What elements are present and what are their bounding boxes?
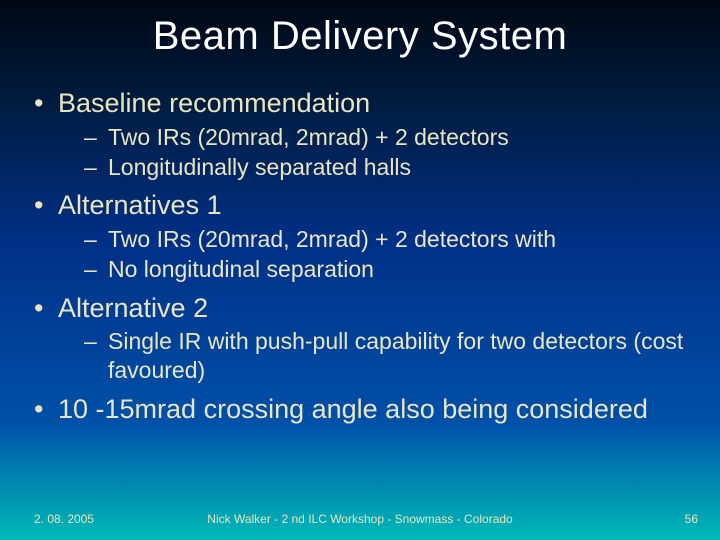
sub-list: Two IRs (20mrad, 2mrad) + 2 detectors Lo… xyxy=(58,123,690,182)
bullet-item: 10 -15mrad crossing angle also being con… xyxy=(30,393,690,427)
bullet-list: Baseline recommendation Two IRs (20mrad,… xyxy=(30,87,690,427)
bullet-text: Alternative 2 xyxy=(58,293,208,323)
slide-title: Beam Delivery System xyxy=(0,0,720,59)
bullet-text: Baseline recommendation xyxy=(58,88,370,118)
bullet-text: 10 -15mrad crossing angle also being con… xyxy=(58,394,648,424)
bullet-text: Alternatives 1 xyxy=(58,190,222,220)
footer-page-number: 56 xyxy=(685,512,698,526)
sub-list: Two IRs (20mrad, 2mrad) + 2 detectors wi… xyxy=(58,225,690,284)
bullet-item: Baseline recommendation Two IRs (20mrad,… xyxy=(30,87,690,181)
slide: Beam Delivery System Baseline recommenda… xyxy=(0,0,720,540)
bullet-item: Alternatives 1 Two IRs (20mrad, 2mrad) +… xyxy=(30,189,690,283)
sub-item: Two IRs (20mrad, 2mrad) + 2 detectors wi… xyxy=(58,225,690,254)
slide-content: Baseline recommendation Two IRs (20mrad,… xyxy=(0,59,720,427)
footer-center: Nick Walker - 2 nd ILC Workshop - Snowma… xyxy=(0,512,720,526)
sub-item: Single IR with push-pull capability for … xyxy=(58,327,690,385)
sub-item: Two IRs (20mrad, 2mrad) + 2 detectors xyxy=(58,123,690,152)
sub-item: No longitudinal separation xyxy=(58,255,690,284)
sub-item: Longitudinally separated halls xyxy=(58,153,690,182)
sub-list: Single IR with push-pull capability for … xyxy=(58,327,690,385)
bullet-item: Alternative 2 Single IR with push-pull c… xyxy=(30,292,690,385)
